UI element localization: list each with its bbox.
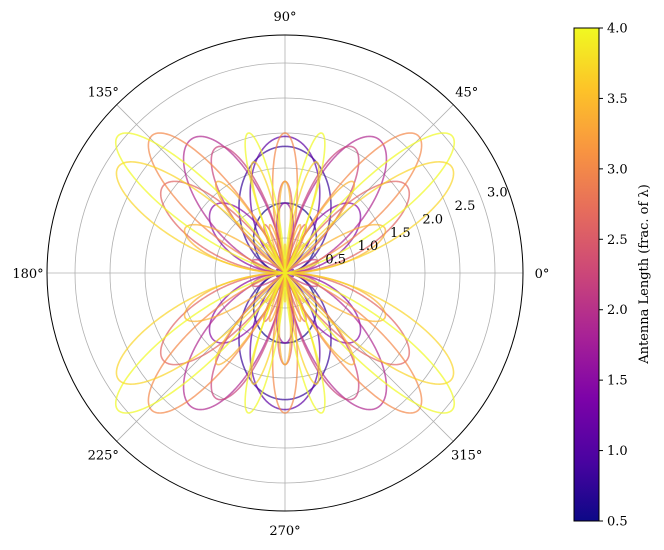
colorbar: 0.5 1.0 1.5 2.0 2.5 3.0 3.5 4.0 Antenna Length … — [573, 22, 652, 530]
radial-tick-label: 3.0 — [487, 186, 508, 201]
colorbar-tick-label: 4.0 — [607, 22, 628, 37]
theta-tick-label: 180° — [12, 267, 43, 282]
r-labels: 0.5 1.0 1.5 2.0 2.5 3.0 — [325, 186, 507, 268]
theta-tick-label: 45° — [455, 85, 478, 100]
colorbar-tick-label: 3.0 — [607, 162, 628, 177]
theta-tick-label: 315° — [451, 449, 482, 464]
theta-tick-label: 0° — [535, 267, 550, 282]
theta-labels: 0° 45° 90° 135° 180° 225° 270° 315° — [12, 10, 549, 539]
polar-frame — [46, 34, 524, 512]
pattern-curve — [114, 132, 456, 414]
colorbar-gradient — [574, 28, 599, 521]
radial-tick-label: 2.5 — [455, 199, 476, 214]
colorbar-frame — [573, 27, 600, 522]
colorbar-tick-label: 2.5 — [607, 233, 628, 248]
colorbar-ticks: 0.5 1.0 1.5 2.0 2.5 3.0 3.5 4.0 — [599, 22, 628, 530]
theta-tick-label: 135° — [88, 85, 119, 100]
colorbar-tick-label: 1.0 — [607, 444, 628, 459]
colorbar-tick-label: 1.5 — [607, 374, 628, 389]
radial-tick-label: 1.0 — [358, 239, 379, 254]
colorbar-label: Antenna Length (frac. of λ) — [637, 184, 652, 365]
theta-tick-label: 225° — [88, 449, 119, 464]
theta-tick-label: 270° — [269, 524, 300, 539]
colorbar-tick-label: 3.5 — [607, 92, 628, 107]
radial-tick-label: 2.0 — [422, 212, 443, 227]
polar-axes: 0° 45° 90° 135° 180° 225° 270° 315° 0.5 1.0 1.5 2.… — [12, 10, 549, 539]
radial-tick-label: 0.5 — [325, 253, 346, 268]
colorbar-tick-label: 2.0 — [607, 303, 628, 318]
theta-tick-label: 90° — [273, 10, 296, 25]
curves-layer — [114, 132, 456, 414]
colorbar-tick-label: 0.5 — [607, 515, 628, 530]
radial-tick-label: 1.5 — [390, 226, 411, 241]
